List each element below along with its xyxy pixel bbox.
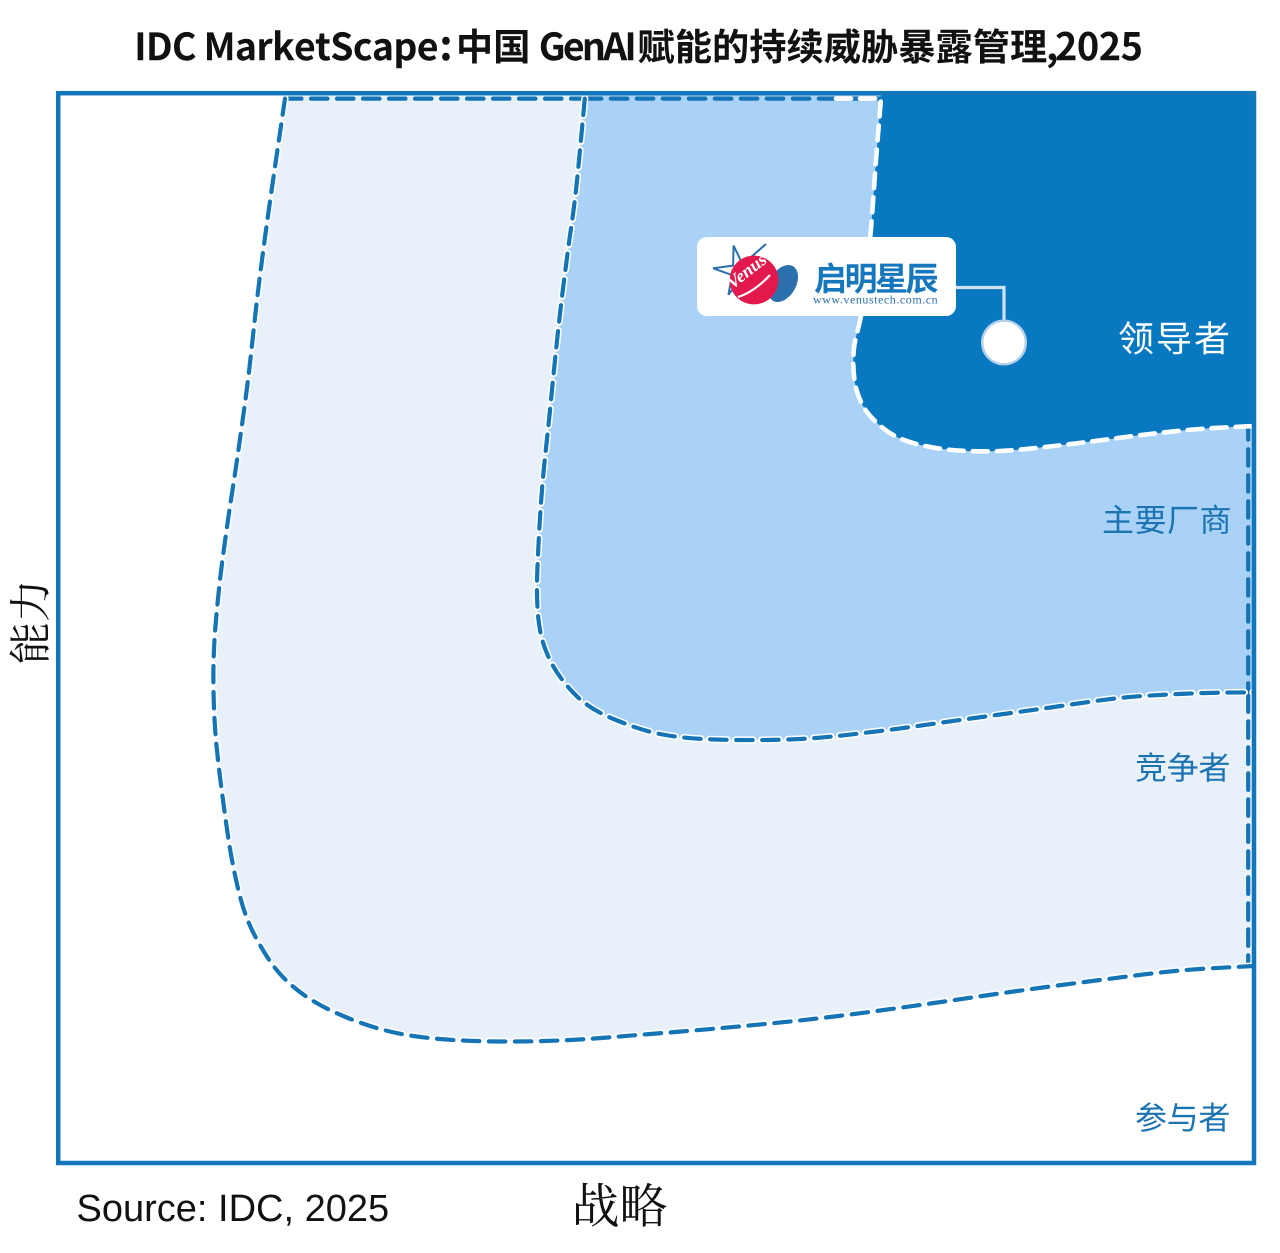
svg-text:www.venustech.com.cn: www.venustech.com.cn xyxy=(813,293,938,307)
svg-text:Source: IDC, 2025: Source: IDC, 2025 xyxy=(77,1188,390,1230)
